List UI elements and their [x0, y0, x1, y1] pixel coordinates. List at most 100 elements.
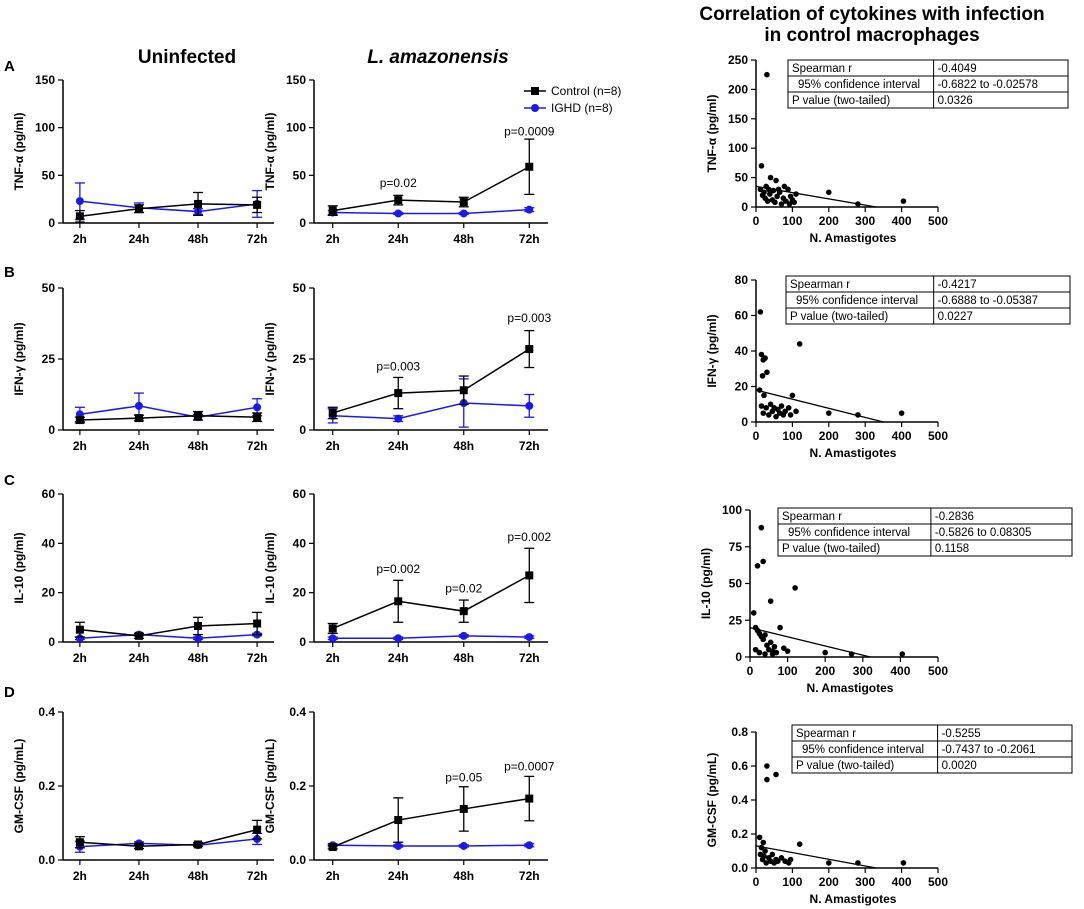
stats-value: -0.4049: [938, 63, 977, 75]
y-tick-label: 0: [735, 650, 742, 664]
chart-C-uninfected: 0 20 40 60 IL-10 (pg/ml) 2h 24h 48h 72h: [12, 487, 274, 665]
x-tick-label: 100: [782, 429, 802, 443]
x-tick-label: 400: [892, 429, 912, 443]
scatter-point: [764, 71, 770, 78]
scatter-point: [778, 403, 785, 409]
regression-line: [749, 626, 871, 658]
x-tick-label: 200: [819, 214, 839, 228]
scatter-point: [762, 651, 768, 657]
x-tick-label: 2h: [326, 869, 340, 883]
stats-value: -0.5255: [942, 728, 981, 740]
x-tick-label: 300: [855, 429, 875, 443]
series-line: [332, 348, 530, 414]
y-tick-label: 0: [299, 635, 306, 649]
y-tick-label: 100: [722, 503, 742, 517]
scatter-point: [787, 856, 794, 863]
scatter-point: [826, 410, 832, 416]
scatter-point: [762, 632, 768, 638]
stats-label: Spearman r: [782, 511, 842, 523]
x-tick-label: 72h: [247, 232, 268, 246]
data-point: [134, 401, 143, 410]
legend-ighd-marker: [531, 104, 539, 112]
scatter-point: [758, 524, 765, 531]
x-tick-label: 48h: [453, 232, 474, 246]
y-tick-label: 40: [42, 536, 56, 550]
y-tick-label: 20: [735, 380, 749, 394]
y-tick-label: 0: [48, 216, 55, 230]
chart-B-uninfected: 0 25 50 IFN-γ (pg/ml) 2h 24h 48h 72h: [12, 281, 274, 453]
series-control: [327, 547, 535, 635]
stats-value: -0.2836: [935, 511, 974, 523]
y-tick-label: 0.4: [289, 705, 306, 719]
scatter-point: [767, 598, 774, 604]
scatter-point: [775, 858, 781, 864]
p-value-annotation: p=0.02: [380, 176, 417, 190]
y-tick-label: 0.0: [289, 853, 306, 867]
y-tick-label: 80: [735, 273, 749, 287]
series-control: [327, 329, 535, 420]
stats-table: Spearman r -0.4217 95% confidence interval…: [785, 275, 1071, 325]
scatter-point: [758, 351, 765, 358]
scatter-point: [767, 174, 774, 181]
data-point: [394, 414, 403, 423]
scatter-point: [764, 642, 770, 649]
data-point: [75, 634, 84, 643]
x-tick-label: 200: [819, 429, 839, 443]
x-axis-label: N. Amastigotes: [807, 681, 894, 695]
stats-label: P value (two-tailed): [796, 760, 894, 772]
series-line: [332, 574, 530, 630]
x-tick-label: 0: [753, 429, 760, 443]
stats-value: -0.6888 to -0.05387: [938, 295, 1038, 307]
data-point: [525, 794, 534, 803]
stats-value: -0.6822 to -0.02578: [938, 79, 1038, 91]
data-point: [525, 571, 534, 580]
scatter-point: [793, 408, 799, 415]
scatter-point: [760, 839, 767, 846]
x-axis-label: N. Amastigotes: [810, 892, 897, 906]
x-tick-label: 300: [855, 875, 875, 889]
data-point: [394, 597, 403, 606]
stats-label: Spearman r: [796, 728, 856, 740]
scatter-point: [760, 410, 767, 416]
y-axis-label: IL-10 (pg/ml): [12, 532, 26, 603]
x-tick-label: 100: [782, 875, 802, 889]
y-tick-label: 0: [741, 415, 748, 429]
x-tick-label: 300: [855, 214, 875, 228]
data-point: [253, 619, 262, 628]
y-tick-label: 0.6: [731, 759, 748, 773]
y-axis-label: GM-CSF (pg/mL): [705, 753, 719, 848]
stats-value: 0.0227: [938, 311, 973, 323]
x-tick-label: 500: [928, 214, 948, 228]
x-tick-label: 2h: [73, 869, 87, 883]
data-point: [459, 804, 468, 813]
y-axis-label: IFN-γ (pg/ml): [12, 322, 26, 395]
scatter-point: [773, 413, 779, 420]
y-axis-label: TNF-α (pg/ml): [705, 94, 719, 172]
y-tick-label: 0: [48, 635, 55, 649]
x-tick-label: 0: [753, 214, 760, 228]
y-tick-label: 100: [286, 121, 306, 135]
scatter-point: [822, 649, 828, 656]
scatter-point: [756, 834, 763, 841]
y-tick-label: 0.2: [38, 779, 55, 793]
scatter-point: [758, 163, 765, 169]
stats-value: -0.5826 to 0.08305: [935, 527, 1032, 539]
data-point: [194, 621, 203, 630]
p-value-annotation: p=0.02: [445, 582, 482, 596]
x-tick-label: 48h: [453, 439, 474, 453]
scatter-point: [756, 649, 763, 656]
scatter-point: [774, 193, 780, 200]
panel-label-a: A: [4, 58, 15, 75]
series-control: [74, 611, 263, 640]
y-axis-label: IFN-γ (pg/ml): [263, 322, 277, 395]
chart-A-corr: 0 50 100 150 200 250 TNF-α (pg/ml) 0 100 200 300 40…: [705, 53, 1069, 245]
series-line: [79, 828, 258, 848]
y-tick-label: 100: [728, 141, 748, 155]
data-point: [525, 162, 534, 171]
scatter-point: [767, 191, 773, 197]
series-line: [79, 405, 258, 418]
legend-ighd-label: IGHD (n=8): [551, 101, 613, 115]
scatter-point: [785, 405, 792, 411]
series-line: [332, 635, 530, 640]
x-tick-label: 48h: [453, 651, 474, 665]
